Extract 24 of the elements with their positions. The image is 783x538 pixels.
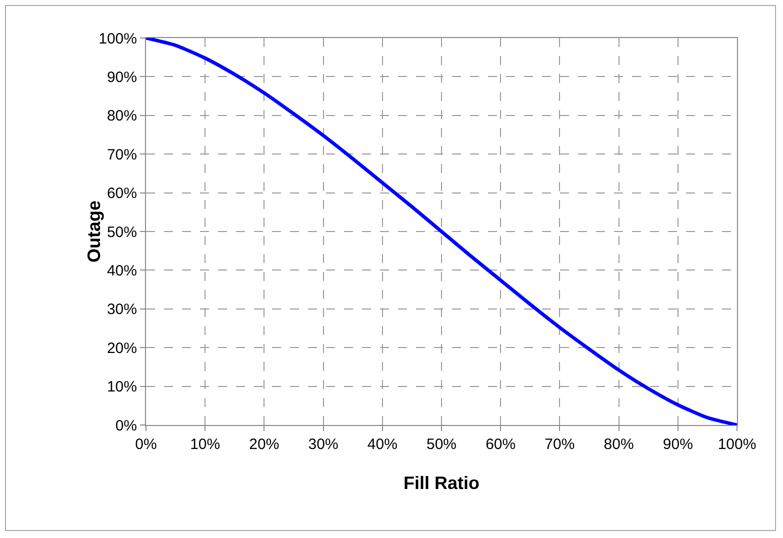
y-tick-label: 60%: [106, 185, 137, 202]
x-tick-label: 100%: [718, 436, 756, 453]
y-tick-label: 80%: [106, 108, 137, 125]
y-tick-label: 30%: [106, 301, 137, 318]
x-tick-label: 60%: [486, 436, 516, 453]
y-tick-label: 50%: [106, 224, 137, 241]
y-tick-label: 100%: [98, 30, 137, 48]
x-tick-label: 40%: [367, 436, 398, 453]
y-axis-title: Outage: [84, 200, 104, 263]
x-tick-label: 80%: [604, 436, 634, 453]
y-tick-label: 10%: [106, 378, 137, 396]
x-tick-label: 10%: [190, 436, 220, 453]
y-tick-label: 90%: [106, 68, 137, 86]
x-axis-title: Fill Ratio: [404, 473, 480, 493]
x-tick-label: 50%: [426, 436, 457, 453]
x-tick-label: 0%: [135, 436, 157, 453]
x-tick-label: 30%: [308, 436, 338, 453]
x-tick-label: 90%: [662, 436, 693, 453]
y-tick-label: 40%: [106, 262, 137, 280]
y-tick-label: 70%: [106, 146, 137, 164]
x-tick-label: 20%: [249, 436, 280, 453]
y-tick-label: 0%: [115, 417, 137, 434]
y-tick-label: 20%: [106, 340, 137, 357]
x-tick-label: 70%: [544, 436, 575, 453]
